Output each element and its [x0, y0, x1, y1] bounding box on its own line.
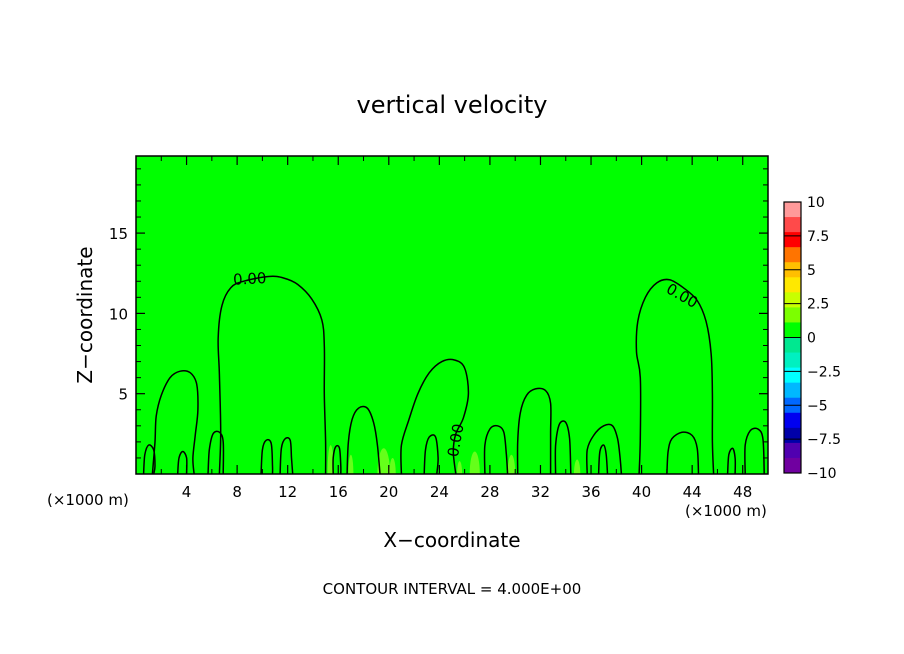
contour-interval-footer: CONTOUR INTERVAL = 4.000E+00	[323, 580, 582, 598]
x-tick-label: 28	[480, 483, 499, 501]
x-tick-label: 12	[278, 483, 297, 501]
warm-spot-7	[573, 459, 581, 474]
x-axis-label: X−coordinate	[383, 528, 520, 552]
contour-small-a	[142, 444, 156, 474]
colorbar-swatch	[784, 457, 801, 474]
y-tick-label: 10	[109, 305, 128, 323]
contour-plume-x10	[217, 275, 327, 474]
contour-small-e	[279, 436, 294, 474]
x-tick-label: 40	[632, 483, 651, 501]
colorbar-swatch	[784, 412, 801, 429]
x-tick-label: 20	[379, 483, 398, 501]
contour-small-o	[744, 427, 765, 474]
plot-background	[136, 156, 768, 474]
warm-spot-0	[327, 445, 334, 474]
contour-small-j	[554, 420, 572, 474]
x-axis-ticks: 4 8 12 16 20 24 28 32 36 40 44 48	[160, 156, 752, 501]
warm-spot-6	[507, 454, 516, 474]
y-tick-label: 15	[109, 225, 128, 243]
contour-hill-x25	[400, 358, 470, 474]
warm-spots	[327, 445, 581, 474]
contour-small-f	[332, 444, 342, 474]
colorbar-swatch	[784, 232, 801, 248]
contour-hill-x31	[516, 387, 552, 474]
colorbar-label: 0	[807, 331, 816, 347]
colorbar-label: 7.5	[807, 229, 829, 245]
contour-small-i	[483, 424, 509, 474]
contour-small-b	[176, 450, 188, 474]
warm-spot-4	[457, 461, 463, 474]
contour-small-d	[260, 438, 274, 474]
contour-small-h	[423, 434, 439, 474]
colorbar-swatch	[784, 382, 801, 399]
contour-small-g	[346, 405, 381, 474]
x-unit-left: (×1000 m)	[47, 491, 129, 509]
contour-hill-x4	[151, 370, 199, 474]
colorbar-swatch	[784, 307, 801, 323]
contour-small-n	[726, 447, 737, 474]
colorbar-swatch	[784, 202, 801, 218]
colorbar-label: −2.5	[807, 364, 841, 380]
colorbar-swatch	[784, 277, 801, 293]
x-tick-label: 48	[733, 483, 752, 501]
colorbar-label: −7.5	[807, 432, 841, 448]
contour-small-m	[666, 431, 700, 474]
colorbar-label: −10	[807, 466, 837, 482]
warm-spot-1	[348, 454, 354, 474]
colorbar-swatch	[784, 247, 801, 263]
contour-plume-x43	[635, 278, 715, 474]
colorbar-label: 10	[807, 195, 825, 211]
x-unit-right: (×1000 m)	[685, 502, 767, 520]
y-tick-label: 5	[118, 386, 128, 404]
colorbar-swatch	[784, 337, 801, 354]
colorbar-swatch	[784, 367, 801, 384]
chart-title: vertical velocity	[357, 91, 548, 119]
y-axis-ticks: 5 10 15	[109, 168, 768, 459]
plot-frame	[135, 155, 769, 475]
colorbar-swatch	[784, 427, 801, 444]
zero-contours	[142, 275, 765, 474]
x-tick-label: 16	[329, 483, 348, 501]
colorbar-swatch	[784, 442, 801, 459]
warm-spot-2	[377, 448, 391, 474]
colorbar-swatch	[784, 292, 801, 308]
x-tick-label: 8	[232, 483, 242, 501]
colorbar: 10 7.5 5 2.5 0 −2.5 −5 −7.5 −10	[783, 195, 841, 482]
contour-label-0: 0.00	[233, 269, 267, 289]
warm-spot-5	[469, 451, 480, 474]
colorbar-swatch	[784, 322, 801, 338]
contour-label-2: 0.00	[444, 422, 468, 458]
x-tick-label: 24	[430, 483, 449, 501]
y-axis-label: Z−coordinate	[73, 246, 97, 383]
colorbar-swatch	[784, 352, 801, 369]
x-tick-label: 36	[581, 483, 600, 501]
x-tick-label: 32	[531, 483, 550, 501]
colorbar-label: 5	[807, 263, 816, 279]
contour-small-l	[597, 444, 609, 474]
colorbar-label: −5	[807, 398, 828, 414]
warm-spot-3	[389, 457, 396, 474]
contour-small-c	[207, 430, 225, 474]
x-tick-label: 44	[683, 483, 702, 501]
colorbar-label: 2.5	[807, 297, 829, 313]
contour-small-k	[586, 423, 623, 474]
x-tick-label: 4	[182, 483, 192, 501]
colorbar-swatch	[784, 217, 801, 233]
